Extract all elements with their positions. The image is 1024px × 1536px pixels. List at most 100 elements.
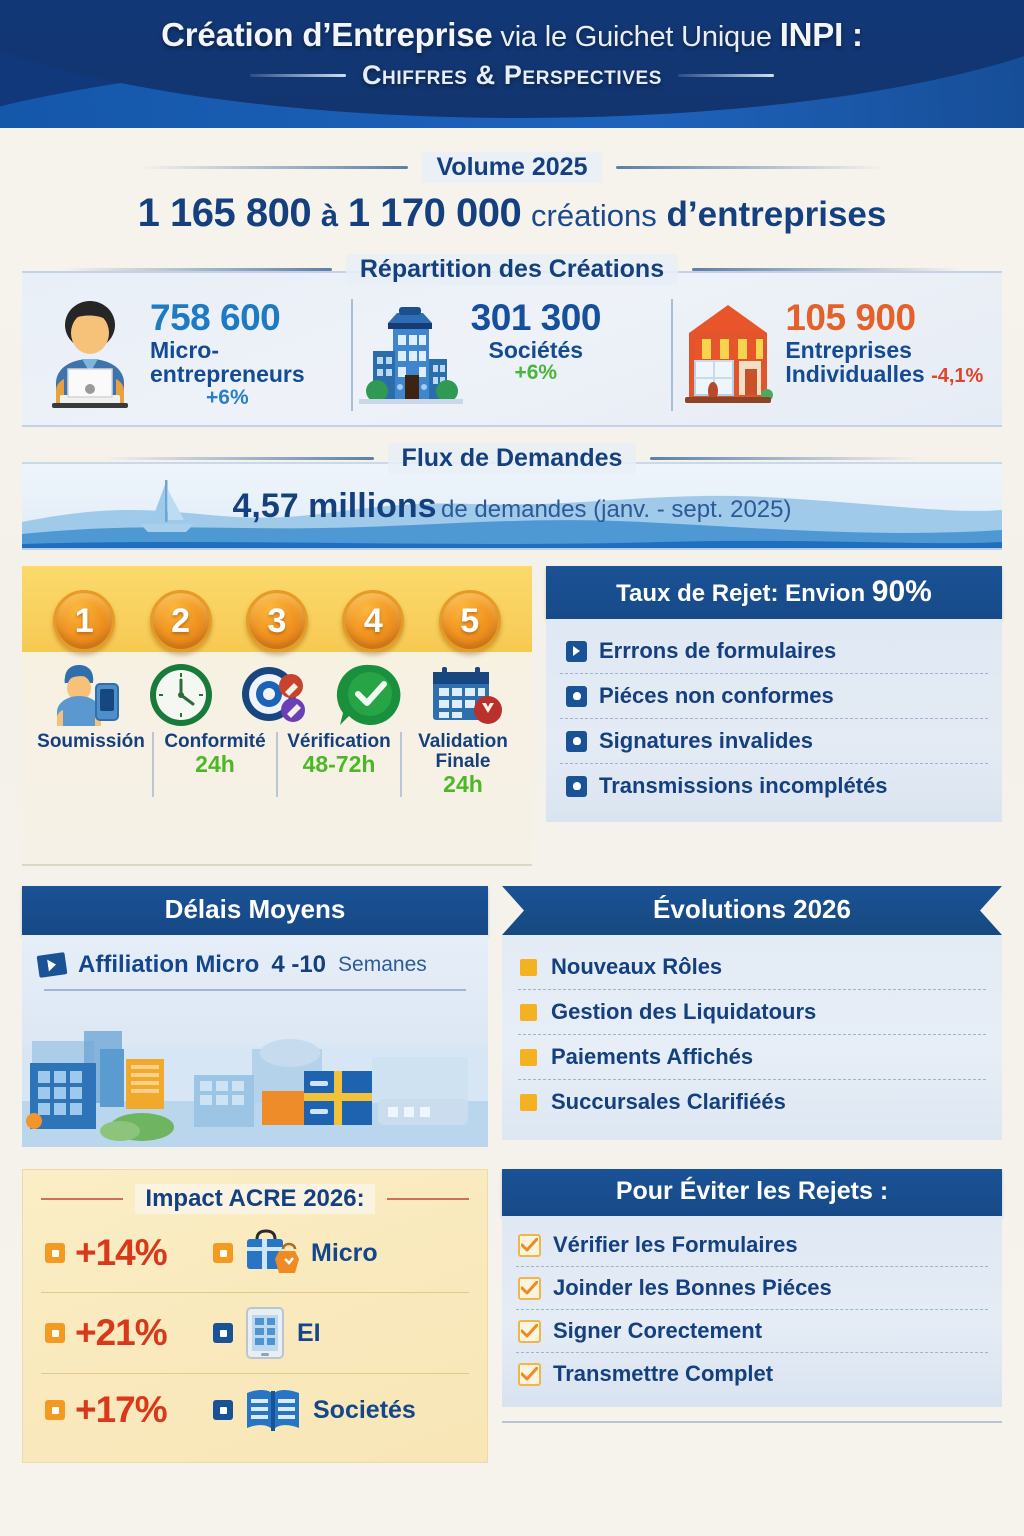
evolutions-title: Évolutions 2026 <box>502 886 1002 935</box>
repartition-section-header: Répartition des Créations <box>22 254 1002 285</box>
volume-section-header: Volume 2025 <box>22 152 1002 183</box>
volume-unit-light: créations <box>531 198 657 233</box>
repartition-column-ei: 105 900 Entreprises Individualles -4,1% <box>671 299 992 411</box>
bottom-divider <box>502 1421 1002 1423</box>
subtitle-row: Chiffres & Perspectives <box>249 60 775 91</box>
checkbox-checked-icon <box>518 1319 541 1343</box>
dot-square-icon <box>566 730 587 752</box>
acre-pct-societes: +17% <box>75 1389 168 1430</box>
repartition-value-micro: 758 600 <box>150 297 281 338</box>
flux-section: Flux de Demandes 4,57 millions de demand… <box>22 443 1002 550</box>
tag-play-icon <box>36 952 68 978</box>
process-step-3-name: Vérification <box>287 731 391 752</box>
process-step-2-time: 24h <box>195 750 235 777</box>
acre-header: Impact ACRE 2026: <box>41 1184 469 1214</box>
repartition-column-societes: 301 300 Sociétés +6% <box>350 299 672 411</box>
rule-right <box>692 268 963 271</box>
subtitle-rule-left <box>249 74 346 77</box>
rejection-rate-value: 90% <box>871 575 932 608</box>
process-step-4-time: 24h <box>443 770 483 797</box>
process-step-2: Conformité 24h <box>152 731 276 798</box>
acre-impact-panel: Impact ACRE 2026: +14% <box>22 1169 488 1463</box>
delais-item-row: Affiliation Micro 4 -10 Semanes <box>22 935 488 979</box>
process-step-3: Vérification 48-72h <box>276 731 400 798</box>
rejection-reason-3: Signatures invalides <box>599 728 813 753</box>
green-check-icon <box>336 662 404 728</box>
volume-section: Volume 2025 1 165 800 à 1 170 000 créati… <box>0 152 1024 236</box>
list-item: Nouveaux Rôles <box>518 945 986 989</box>
avoid-item-1: Vérifier les Formulaires <box>553 1232 798 1257</box>
process-step-4-name: Validation Finale <box>418 731 508 772</box>
page-title: Création d’Entreprise via le Guichet Uni… <box>161 16 863 54</box>
cityscape-illustration <box>22 1031 488 1147</box>
process-steps-panel: 1 2 3 4 5 <box>22 566 532 866</box>
page-title-light: via le Guichet Unique <box>492 21 780 53</box>
list-item: Joinder les Bonnes Piéces <box>516 1266 988 1309</box>
volume-unit-strong: d’entreprises <box>666 195 887 234</box>
list-item: Signer Corectement <box>516 1309 988 1352</box>
rejection-rate-header: Taux de Rejet: Envion 90% <box>546 566 1002 619</box>
process-step-1-name: Soumissión <box>37 731 145 752</box>
step-coin-2: 2 <box>149 590 212 652</box>
office-building-icon <box>358 299 463 411</box>
flux-section-header: Flux de Demandes <box>22 443 1002 474</box>
repartition-label-societes: Sociétés <box>488 337 584 363</box>
flux-caption: de demandes (janv. - sept. 2025) <box>441 495 792 523</box>
blue-square-icon <box>213 1400 233 1420</box>
orange-square-icon <box>45 1243 65 1263</box>
avoid-item-3: Signer Corectement <box>553 1318 763 1343</box>
repartition-delta-micro: +6% <box>206 385 249 409</box>
process-step-2-name: Conformité <box>164 731 266 752</box>
orange-square-icon <box>213 1243 233 1263</box>
flux-value-line: 4,57 millions de demandes (janv. - sept.… <box>233 487 792 526</box>
rule-left <box>41 1198 124 1200</box>
step-coin-5: 5 <box>438 590 501 652</box>
acre-pct-ei: +21% <box>75 1312 168 1353</box>
repartition-section: Répartition des Créations <box>22 254 1002 427</box>
rejection-reason-4: Transmissions incomplétés <box>599 773 888 798</box>
repartition-label-micro: Micro- entrepreneurs <box>150 337 305 388</box>
rule-left <box>103 457 374 460</box>
list-item: Gestion des Liquidatours <box>518 989 986 1034</box>
target-pen-icon <box>239 662 311 728</box>
avoid-rejection-panel: Pour Éviter les Rejets : Vérifier les Fo… <box>502 1169 1002 1423</box>
person-laptop-icon <box>38 299 142 411</box>
volume-value-line: 1 165 800 à 1 170 000 créations d’entrep… <box>22 191 1002 236</box>
storefront-icon <box>679 299 777 411</box>
acre-row-societes: +17% Societés <box>41 1373 469 1446</box>
repartition-label-ei-text: Entreprises Individualles <box>785 337 925 388</box>
rule-left <box>61 268 332 271</box>
repartition-delta-ei: -4,1% <box>931 365 984 388</box>
acre-title: Impact ACRE 2026: <box>135 1184 375 1214</box>
avoid-rejection-title: Pour Éviter les Rejets : <box>502 1169 1002 1216</box>
avoid-item-2: Joinder les Bonnes Piéces <box>553 1275 832 1300</box>
process-label-row: Soumissión Conformité 24h Vérification 4… <box>22 728 532 798</box>
volume-connector: à <box>320 198 339 233</box>
delais-item-unit: Semanes <box>338 953 427 976</box>
dot-square-icon <box>566 775 587 797</box>
page-title-strong: Création d’Entreprise <box>161 16 493 53</box>
list-item: Vérifier les Formulaires <box>516 1224 988 1266</box>
evolution-item-3: Paiements Affichés <box>551 1044 754 1069</box>
evolutions-list: Nouveaux Rôles Gestion des Liquidatours … <box>502 935 1002 1140</box>
rejection-rate-panel: Taux de Rejet: Envion 90% Errrons de for… <box>546 566 1002 822</box>
dot-square-icon <box>566 685 587 707</box>
delais-item-value: 4 -10 <box>271 951 327 978</box>
checkbox-checked-icon <box>518 1362 541 1386</box>
flux-section-label: Flux de Demandes <box>387 443 637 474</box>
acre-row-micro: +14% Micro <box>41 1214 469 1292</box>
process-step-1: Soumissión <box>30 732 152 797</box>
blue-square-icon <box>213 1323 233 1343</box>
repartition-section-label: Répartition des Créations <box>345 254 679 285</box>
volume-section-label: Volume 2025 <box>422 152 602 183</box>
list-item: Errrons de formulaires <box>560 629 988 673</box>
tablet-icon <box>243 1306 287 1360</box>
gold-square-icon <box>520 1003 537 1021</box>
repartition-label-ei: Entreprises Individualles -4,1% <box>785 338 983 388</box>
avoid-rejection-list: Vérifier les Formulaires Joinder les Bon… <box>502 1216 1002 1407</box>
process-step-3-time: 48-72h <box>302 750 376 777</box>
acre-name-ei: EI <box>297 1318 321 1347</box>
page-subtitle: Chiffres & Perspectives <box>361 60 663 90</box>
evolutions-panel: Évolutions 2026 Nouveaux Rôles Gestion d… <box>502 886 1002 1140</box>
list-item: Succursales Clarifiéés <box>518 1079 986 1124</box>
